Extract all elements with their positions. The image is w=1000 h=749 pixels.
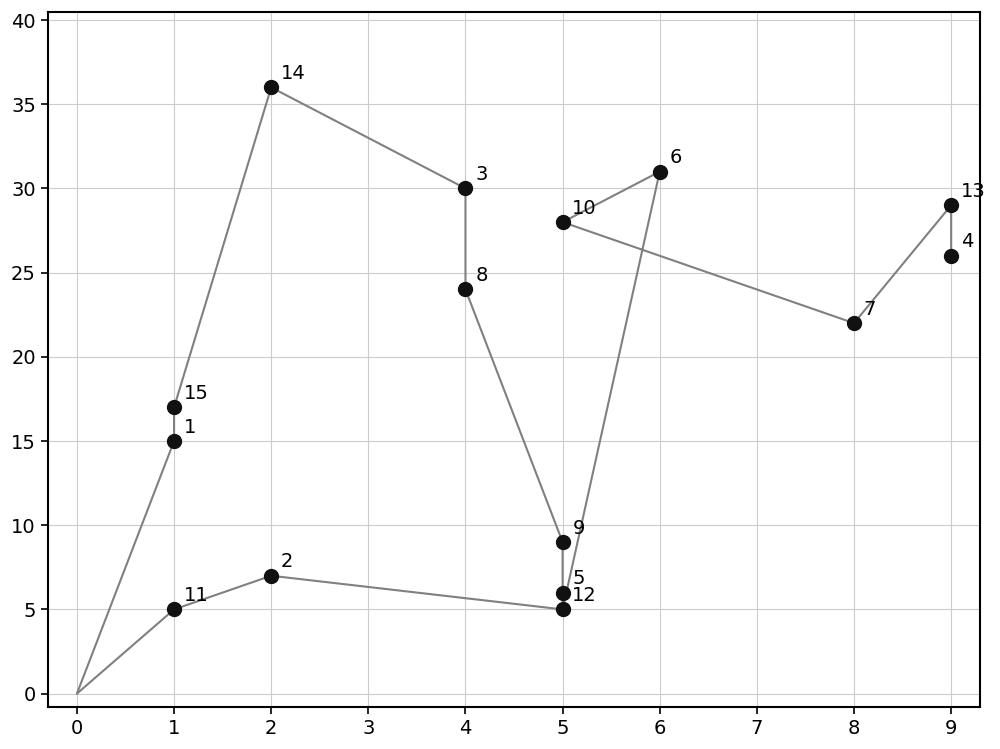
Text: 9: 9	[572, 518, 585, 538]
Text: 2: 2	[281, 552, 293, 571]
Text: 8: 8	[475, 266, 488, 285]
Text: 14: 14	[281, 64, 306, 83]
Text: 6: 6	[669, 148, 682, 167]
Text: 7: 7	[864, 300, 876, 319]
Text: 11: 11	[184, 586, 209, 605]
Text: 10: 10	[572, 198, 597, 218]
Text: 5: 5	[572, 569, 585, 588]
Text: 13: 13	[961, 182, 986, 201]
Text: 3: 3	[475, 165, 488, 184]
Text: 12: 12	[572, 586, 597, 605]
Text: 15: 15	[184, 384, 209, 403]
Text: 1: 1	[184, 418, 196, 437]
Text: 4: 4	[961, 232, 973, 252]
